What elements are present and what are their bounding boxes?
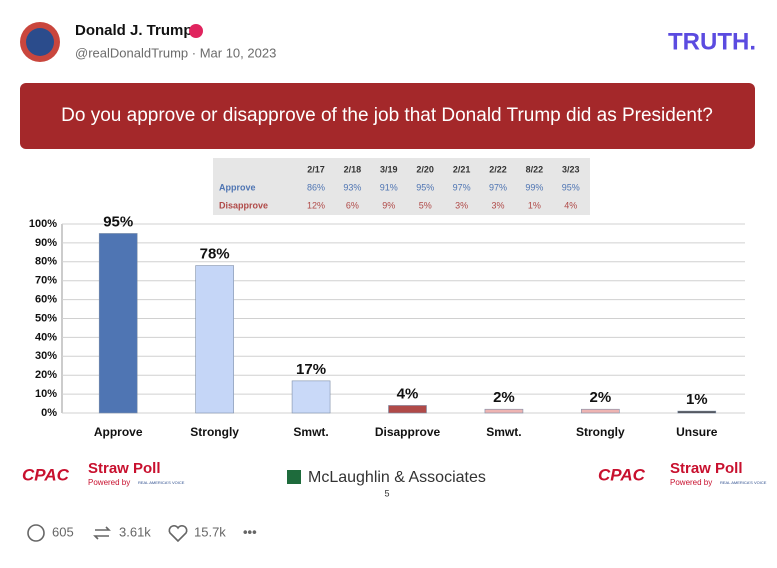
- table-column: 3/23: [562, 164, 580, 174]
- page-number: 5: [384, 488, 389, 498]
- y-tick-label: 0%: [41, 407, 57, 419]
- table-column: 2/22: [489, 164, 507, 174]
- bar: [581, 408, 620, 414]
- y-tick-label: 80%: [35, 256, 57, 268]
- table-cell: 95%: [416, 182, 434, 192]
- table-cell: 95%: [562, 182, 580, 192]
- firm-icon: [287, 470, 301, 484]
- sponsor: REAL AMERICA'S VOICE: [720, 480, 767, 485]
- chart-title: Do you approve or disapprove of the job …: [61, 105, 713, 126]
- bar: [195, 265, 234, 414]
- like-count: 15.7k: [194, 524, 226, 539]
- value-label: 17%: [296, 361, 326, 378]
- table-column: 2/20: [416, 164, 434, 174]
- table-cell: 9%: [382, 200, 395, 210]
- straw-poll: Straw Poll: [88, 460, 161, 477]
- x-tick-label: Unsure: [676, 425, 718, 439]
- bar: [291, 380, 331, 414]
- table-column: 8/22: [526, 164, 544, 174]
- bar: [388, 405, 427, 414]
- x-tick-label: Smwt.: [293, 425, 328, 439]
- slide: [20, 83, 755, 500]
- table-cell: 5%: [419, 200, 432, 210]
- powered-by: Powered by: [670, 478, 712, 487]
- title-banner: [20, 83, 755, 149]
- author-name[interactable]: Donald J. Trump: [75, 22, 193, 39]
- y-tick-label: 100%: [29, 218, 57, 230]
- table-cell: 86%: [307, 182, 325, 192]
- table-cell: 93%: [343, 182, 361, 192]
- value-label: 2%: [493, 389, 515, 406]
- table-cell: 99%: [525, 182, 543, 192]
- straw-poll: Straw Poll: [670, 460, 743, 477]
- table-cell: 97%: [489, 182, 507, 192]
- table-column: 2/18: [344, 164, 362, 174]
- sponsor: REAL AMERICA'S VOICE: [138, 480, 185, 485]
- y-tick-label: 70%: [35, 275, 57, 287]
- table-cell: 4%: [564, 200, 577, 210]
- bar: [98, 233, 138, 414]
- x-tick-label: Strongly: [190, 425, 239, 439]
- value-label: 78%: [200, 246, 230, 263]
- y-tick-label: 30%: [35, 350, 57, 362]
- reply-count: 605: [52, 524, 74, 539]
- y-tick-label: 50%: [35, 312, 57, 324]
- table-row-label: Approve: [219, 182, 256, 192]
- table-cell: 12%: [307, 200, 325, 210]
- like-icon[interactable]: [168, 524, 188, 543]
- firm-name: McLaughlin & Associates: [308, 469, 486, 486]
- handle-date[interactable]: @realDonaldTrump · Mar 10, 2023: [75, 45, 276, 60]
- repost-icon[interactable]: [93, 526, 111, 540]
- more-button[interactable]: •••: [243, 524, 257, 539]
- table-cell: 3%: [491, 200, 504, 210]
- table-column: 2/17: [307, 164, 325, 174]
- value-label: 4%: [397, 385, 419, 402]
- table-row-label: Disapprove: [219, 200, 268, 210]
- table-cell: 1%: [528, 200, 541, 210]
- spacer: [20, 460, 32, 490]
- value-label: 95%: [103, 213, 133, 230]
- cpac-logo: CPAC: [22, 465, 70, 484]
- table-column: 2/21: [453, 164, 471, 174]
- x-tick-label: Smwt.: [486, 425, 521, 439]
- value-label: 2%: [590, 389, 612, 406]
- y-tick-label: 90%: [35, 237, 57, 249]
- repost-count: 3.61k: [119, 524, 151, 539]
- value-label: 1%: [686, 391, 708, 408]
- trend-table: [213, 158, 590, 215]
- cpac-logo: CPAC: [598, 465, 646, 484]
- table-cell: 91%: [380, 182, 398, 192]
- table-column: 3/19: [380, 164, 398, 174]
- verified-badge: [189, 24, 203, 38]
- x-tick-label: Approve: [94, 425, 143, 439]
- y-tick-label: 60%: [35, 294, 57, 306]
- brand-logo[interactable]: TRUTH.: [668, 28, 756, 55]
- bar: [484, 408, 524, 414]
- powered-by: Powered by: [88, 478, 130, 487]
- table-cell: 6%: [346, 200, 359, 210]
- y-tick-label: 10%: [35, 388, 57, 400]
- bar: [677, 410, 717, 414]
- y-tick-label: 20%: [35, 369, 57, 381]
- reply-icon[interactable]: [27, 524, 45, 542]
- x-tick-label: Disapprove: [375, 425, 441, 439]
- table-cell: 3%: [455, 200, 468, 210]
- avatar-inner: [26, 28, 54, 56]
- x-tick-label: Strongly: [576, 425, 625, 439]
- y-tick-label: 40%: [35, 331, 57, 343]
- table-cell: 97%: [453, 182, 471, 192]
